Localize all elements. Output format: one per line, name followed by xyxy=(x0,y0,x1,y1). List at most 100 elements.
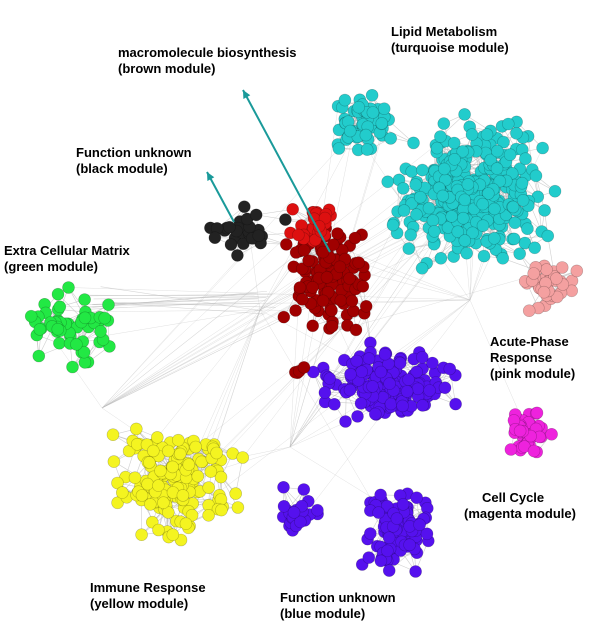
network-node-lipid xyxy=(365,89,379,102)
network-node-unknown-blue xyxy=(318,386,332,399)
network-node-lipid xyxy=(497,135,510,149)
network-node-unknown-blue xyxy=(297,483,311,496)
network-edge xyxy=(59,309,261,344)
network-node-unknown-blue xyxy=(368,407,382,421)
network-node-lipid xyxy=(402,242,416,255)
network-node-immune xyxy=(215,503,228,517)
network-edge xyxy=(289,202,455,448)
label-extra-cellular-matrix: Extra Cellular Matrix (green module) xyxy=(4,243,130,275)
network-node-macro xyxy=(345,294,359,308)
network-node-macro xyxy=(356,280,370,293)
network-node-lipid xyxy=(516,194,530,207)
network-node-immune xyxy=(176,489,190,502)
network-node-lipid xyxy=(375,117,389,130)
network-node-lipid xyxy=(536,141,549,155)
network-node-acute xyxy=(555,261,569,274)
arrow-to-macromolecule-label xyxy=(242,89,331,253)
network-node-macro xyxy=(277,310,291,324)
network-node-unknown-blue xyxy=(366,380,379,393)
network-edge xyxy=(547,235,555,272)
network-node-unknown-black xyxy=(238,200,251,213)
network-node-immune xyxy=(189,440,202,454)
network-node-lipid xyxy=(488,202,501,216)
network-node-immune xyxy=(204,465,218,478)
network-node-macro xyxy=(306,319,320,333)
network-node-immune xyxy=(202,481,215,494)
network-node-unknown-blue xyxy=(311,503,324,517)
network-node-lipid xyxy=(381,175,395,189)
annotation-arrows xyxy=(206,89,331,253)
network-node-lipid xyxy=(493,174,507,188)
network-node-lipid xyxy=(460,246,474,260)
network-node-lipid xyxy=(366,106,380,119)
network-edge xyxy=(101,201,481,409)
network-node-macro xyxy=(348,231,362,245)
network-node-unknown-black xyxy=(208,231,222,244)
network-node-lipid xyxy=(501,117,515,131)
network-node-lipid xyxy=(510,127,523,140)
network-node-ecm xyxy=(98,311,111,325)
network-node-immune xyxy=(151,431,164,444)
network-node-unknown-blue xyxy=(409,565,422,578)
network-node-ecm xyxy=(24,309,38,323)
network-node-ecm xyxy=(51,287,65,301)
network-edge xyxy=(92,297,266,305)
network-node-unknown-blue xyxy=(443,362,457,376)
network-node-unknown-black xyxy=(224,238,238,251)
network-edge xyxy=(101,243,310,409)
network-node-unknown-blue xyxy=(410,365,424,379)
network-edge xyxy=(100,286,263,312)
network-node-cellcycle xyxy=(527,444,541,458)
network-node-immune xyxy=(106,428,120,442)
network-node-immune xyxy=(162,506,175,519)
network-node-lipid xyxy=(458,108,471,121)
label-ecm-line1: Extra Cellular Matrix xyxy=(4,243,130,258)
label-cellcycle-line2: (magenta module) xyxy=(464,506,576,521)
network-node-ecm xyxy=(94,324,107,338)
network-node-unknown-blue xyxy=(374,365,388,379)
network-node-unknown-black xyxy=(231,249,244,262)
network-node-lipid xyxy=(529,169,543,183)
label-ecm-line2: (green module) xyxy=(4,259,98,274)
network-node-unknown-blue xyxy=(410,491,424,505)
network-node-acute xyxy=(549,272,563,285)
network-edge xyxy=(235,457,244,494)
network-node-immune xyxy=(172,433,185,447)
label-macro-line1: macromolecule biosynthesis xyxy=(118,45,297,60)
network-node-immune xyxy=(130,422,143,436)
label-immune-response: Immune Response (yellow module) xyxy=(90,580,206,612)
network-node-immune xyxy=(231,501,245,514)
network-edge xyxy=(101,144,437,409)
network-node-unknown-blue xyxy=(382,531,396,545)
network-node-unknown-blue xyxy=(374,554,388,568)
network-node-macro xyxy=(343,272,356,285)
network-node-immune xyxy=(154,464,167,478)
network-edge xyxy=(256,209,293,216)
network-node-lipid xyxy=(541,229,555,243)
network-node-lipid xyxy=(405,197,419,210)
network-node-lipid xyxy=(518,236,532,250)
network-node-macro xyxy=(325,304,338,317)
network-node-unknown-blue xyxy=(378,347,392,361)
network-node-immune xyxy=(143,456,156,469)
network-node-unknown-blue xyxy=(362,352,376,365)
network-node-unknown-blue xyxy=(403,538,416,552)
network-node-lipid xyxy=(434,130,447,143)
network-node-unknown-blue xyxy=(350,354,364,368)
network-node-macro xyxy=(289,304,302,317)
network-node-lipid xyxy=(490,144,504,158)
network-node-acute xyxy=(550,290,564,304)
network-node-cellcycle xyxy=(513,424,527,438)
network-node-unknown-blue xyxy=(396,399,409,413)
network-node-immune xyxy=(152,523,165,537)
network-node-lipid xyxy=(490,162,504,175)
network-node-unknown-blue xyxy=(362,551,376,564)
network-node-macro xyxy=(349,323,363,337)
network-node-macro xyxy=(352,256,366,269)
network-edge xyxy=(101,192,443,409)
network-edge xyxy=(93,296,269,300)
network-edge xyxy=(87,300,266,310)
network-node-lipid xyxy=(410,208,423,221)
network-node-unknown-blue xyxy=(423,384,436,397)
network-node-ecm xyxy=(66,360,79,374)
